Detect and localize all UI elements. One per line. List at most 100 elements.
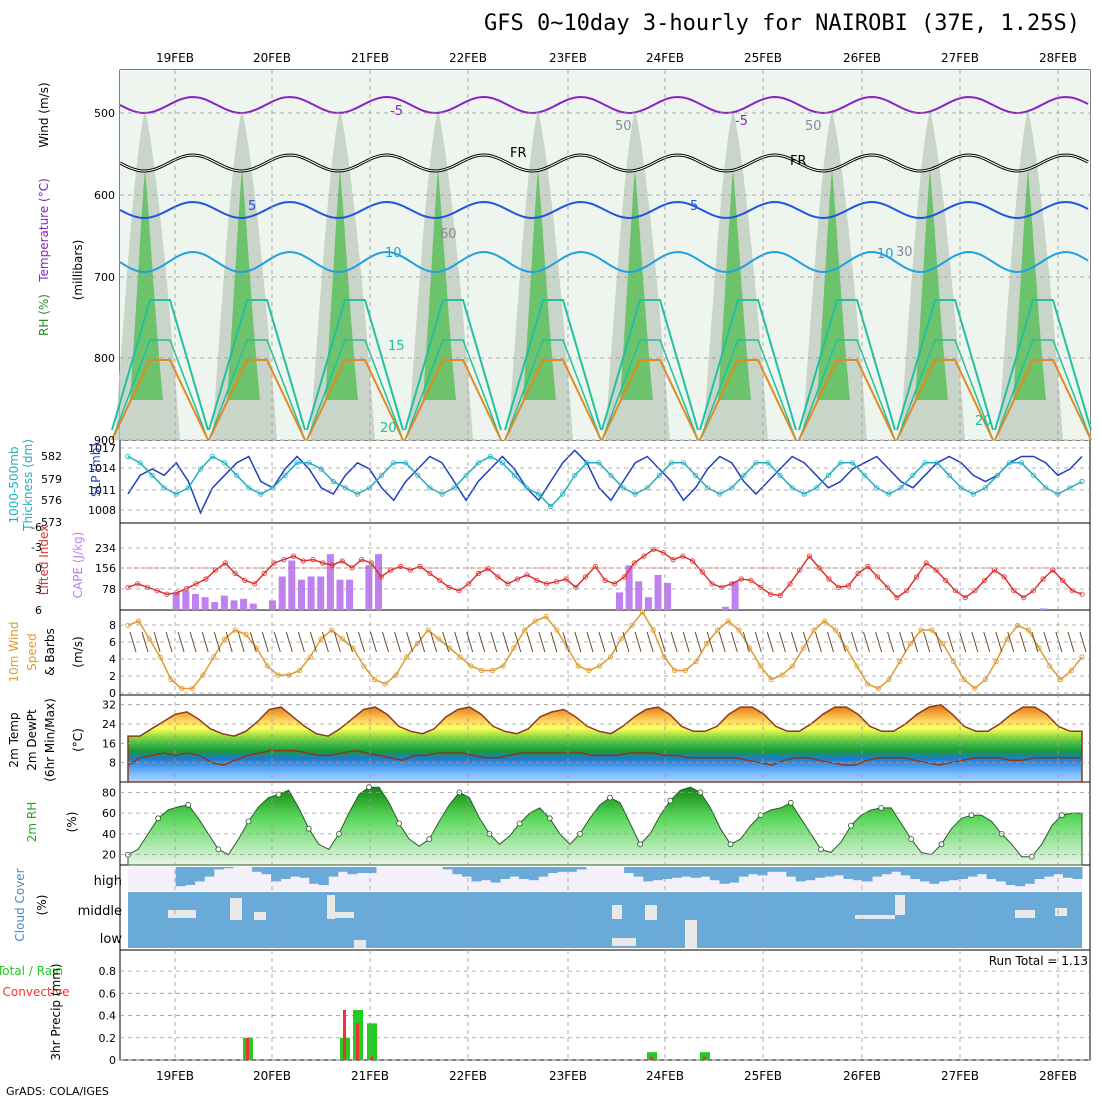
wind-speed-line-point: [961, 676, 967, 683]
rh-tick: 20: [102, 849, 116, 862]
cloud-mid-low-bg: [128, 892, 1082, 948]
cloud-high-bar: [776, 867, 787, 872]
cloud-high-bar: [290, 867, 301, 877]
thickness-line-point: [825, 472, 832, 478]
cape-bar: [336, 579, 344, 610]
thickness-line-point: [330, 478, 336, 485]
thickness-line-point: [1031, 472, 1037, 478]
upper-label-mb: (millibars): [71, 240, 85, 301]
lifted-index-line-point: [689, 558, 696, 564]
contour-label: 5: [690, 199, 698, 214]
wind-barb: [394, 631, 402, 653]
cloud-high-bar: [938, 867, 949, 882]
thickness-line-point: [910, 472, 916, 478]
wind-speed-line-point: [457, 654, 463, 660]
cloud-gap: [612, 905, 622, 919]
lifted-index-line-point: [475, 570, 481, 577]
wind-barb: [321, 631, 329, 653]
rh-point: [185, 801, 192, 808]
thickness-line-point: [717, 491, 723, 497]
thickness-line-point: [125, 453, 131, 460]
rh-point: [516, 820, 523, 827]
cloud-high-bar: [1072, 867, 1083, 879]
lifted-index-line-point: [758, 584, 764, 590]
date-label-bottom: 19FEB: [156, 1069, 194, 1083]
wind-speed-line-point: [296, 667, 303, 674]
wind-speed-line-point: [1015, 622, 1021, 629]
wind-speed-line-point: [982, 676, 989, 683]
wind-speed-line-point: [264, 663, 270, 669]
cloud-level-label: high: [94, 874, 122, 889]
cloud-high-bar: [624, 867, 635, 873]
wind-speed-line-point: [361, 663, 367, 669]
wind-label-2: Speed: [25, 633, 39, 671]
thickness-line-point: [487, 453, 493, 460]
cloud-high-bar: [1005, 867, 1016, 885]
wind-tick: 2: [109, 670, 116, 683]
date-label-bottom: 24FEB: [646, 1069, 684, 1083]
cloud-high-bar: [843, 867, 854, 879]
cape-bar: [269, 600, 276, 610]
cloud-level-label: middle: [78, 904, 122, 919]
wind-speed-line-point: [629, 622, 635, 629]
cloud-high-bar: [204, 867, 215, 877]
lifted-index-line-point: [524, 572, 530, 578]
cloud-high-bar: [481, 867, 491, 881]
lifted-index-line-point: [514, 576, 521, 582]
wind-barb: [153, 631, 161, 653]
wind-speed-line-point: [221, 636, 228, 642]
precip-label-3: 3hr Precip (mm): [49, 963, 63, 1060]
cloud-high-bar: [709, 867, 720, 881]
cloud-high-bar: [1024, 867, 1035, 884]
lifted-index-line-point: [339, 558, 345, 564]
lifted-index-line-point: [261, 570, 267, 577]
date-label-top: 26FEB: [843, 51, 881, 65]
rh-point: [305, 825, 312, 832]
rh-point: [908, 836, 915, 842]
cloud-high-bar: [185, 867, 196, 885]
wind-speed-line-point: [596, 663, 603, 669]
wind-speed-line-point: [382, 681, 388, 687]
lifted-index-line-point: [913, 574, 920, 580]
cloud-high-bar: [500, 867, 511, 879]
thickness-line-point: [209, 453, 216, 460]
wind-speed-line-point: [404, 654, 410, 660]
precip-conv-bar: [356, 1023, 359, 1060]
rh-point: [667, 797, 674, 804]
thickness-line-point: [137, 460, 143, 466]
date-label-bottom: 26FEB: [843, 1069, 881, 1083]
wind-speed-line-point: [211, 654, 217, 660]
wind-speed-line-point: [168, 676, 174, 683]
rh-label-2: (%): [65, 812, 79, 833]
wind-barb: [730, 631, 738, 653]
wind-tick: 8: [109, 619, 116, 632]
wind-barb: [658, 631, 666, 653]
cloud-high-bar: [452, 867, 463, 875]
wind-speed-line-point: [243, 631, 249, 638]
cloud-high-bar: [824, 867, 835, 877]
cape-bar: [288, 560, 296, 610]
lifted-index-line-point: [203, 576, 209, 582]
wind-speed-line-point: [1068, 667, 1074, 674]
rh-point: [366, 784, 372, 791]
precip-conv-bar: [370, 1056, 373, 1060]
cloud-gap: [230, 898, 242, 920]
lifted-index-line-point: [378, 574, 384, 580]
thickness-line-point: [692, 472, 699, 478]
panel-frame: [119, 949, 1091, 1061]
thickness-line-point: [378, 472, 385, 478]
date-label-bottom: 23FEB: [549, 1069, 587, 1083]
slp-line: [127, 449, 1083, 515]
thickness-line-point: [994, 472, 1001, 478]
thickness-line-point: [499, 460, 505, 466]
thickness-line-point: [258, 491, 264, 497]
cloud-high-bar: [252, 867, 262, 872]
cape-bar: [240, 598, 248, 610]
wind-speed-line-point: [318, 636, 324, 642]
cloud-high-bar: [862, 867, 873, 882]
wind-barb: [225, 631, 233, 653]
date-label-bottom: 22FEB: [449, 1069, 487, 1083]
wind-speed-line-point: [500, 663, 506, 669]
wind-barb: [947, 631, 955, 653]
wind-barb: [466, 631, 474, 653]
